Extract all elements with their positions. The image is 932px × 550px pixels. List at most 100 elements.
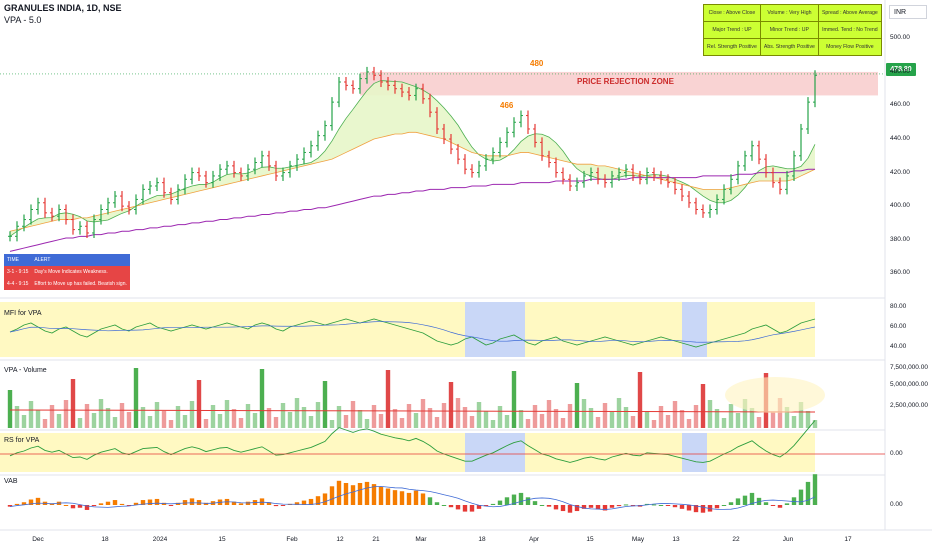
volume-bar	[28, 401, 34, 428]
vab-bar	[77, 505, 83, 508]
vab-bar	[777, 505, 783, 508]
volume-bar	[7, 390, 13, 428]
vab-bar	[112, 500, 118, 505]
vab-bar	[581, 505, 587, 509]
vab-bar	[280, 505, 286, 506]
vab-bar	[266, 502, 272, 505]
date-tick-label: 15	[586, 536, 594, 543]
vab-bar	[805, 481, 811, 505]
vab-bar	[84, 505, 90, 510]
volume-bar	[273, 417, 279, 428]
volume-bar	[343, 415, 349, 428]
volume-bar	[672, 401, 678, 428]
vab-bar	[63, 505, 69, 506]
vab-bar	[98, 503, 104, 505]
vab-bar	[728, 502, 734, 505]
volume-bar	[518, 410, 524, 428]
vab-bar	[651, 504, 657, 506]
vab-bar	[525, 497, 531, 505]
date-tick-label: 18	[478, 536, 486, 543]
currency-selector[interactable]: INR	[889, 5, 927, 19]
price-tick-label: 380.00	[890, 235, 910, 243]
volume-bar	[301, 407, 307, 428]
volume-bar	[504, 415, 510, 428]
volume-bar	[693, 405, 699, 428]
price-tick-label: 420.00	[890, 168, 910, 176]
vab-bar	[735, 498, 741, 505]
mfi-pane-label: MFI for VPA	[4, 310, 42, 317]
vab-bar	[406, 492, 412, 505]
volume-bar	[805, 411, 811, 428]
vab-bar	[315, 496, 321, 505]
volume-bar	[665, 415, 671, 428]
info-cell: Close : Above Close	[703, 4, 761, 22]
vab-bar	[336, 480, 342, 505]
vab-bar	[413, 490, 419, 505]
vab-bar	[168, 505, 174, 506]
vab-bar	[721, 505, 727, 506]
vab-bar	[560, 505, 566, 512]
volume-bar	[154, 402, 160, 428]
vab-bar	[378, 486, 384, 505]
vab-bar	[28, 499, 34, 505]
date-tick-label: 22	[732, 536, 740, 543]
volume-bar	[42, 419, 48, 428]
vab-bar	[476, 505, 482, 509]
volume-bar	[770, 412, 776, 428]
volume-bar	[140, 407, 146, 428]
info-cell: Immed. Tend : No Trend	[817, 21, 882, 39]
vab-bar	[455, 505, 461, 510]
vab-bar	[672, 505, 678, 508]
vab-bar	[350, 485, 356, 505]
volume-bar	[245, 404, 251, 428]
volume-bar	[539, 414, 545, 428]
volume-bar	[119, 403, 125, 428]
volume-bar	[406, 404, 412, 428]
vab-bar	[665, 505, 671, 506]
vab-bar	[469, 505, 475, 512]
volume-bar	[259, 369, 265, 428]
volume-highlight	[725, 377, 825, 413]
vab-bar	[259, 498, 265, 505]
vpa-info-table: Close : Above Close Volume : Very High S…	[703, 4, 882, 56]
volume-bar	[84, 404, 90, 428]
volume-bar	[133, 368, 139, 428]
date-tick-label: 21	[372, 536, 380, 543]
vab-bar	[770, 505, 776, 506]
date-tick-label: Dec	[32, 536, 44, 543]
vab-bar	[427, 497, 433, 505]
volume-bar	[735, 413, 741, 428]
mfi-background	[0, 302, 815, 357]
volume-bar	[112, 417, 118, 428]
volume-bar	[217, 414, 223, 428]
vab-bar	[7, 505, 13, 507]
vab-bar	[679, 505, 685, 509]
mfi-highlight	[682, 302, 707, 357]
date-tick-label: Feb	[286, 536, 298, 543]
mfi-tick-label: 40.00	[890, 343, 907, 350]
volume-bar	[462, 407, 468, 428]
volume-bar	[210, 405, 216, 428]
mfi-signal-line	[9, 321, 816, 343]
volume-bar	[98, 399, 104, 428]
volume-tick-label: 7,500,000.00	[890, 364, 928, 371]
info-cell: Volume : Very High	[759, 4, 819, 22]
volume-bar	[364, 419, 370, 428]
alert-table: TIME ALERT 3-1 - 9:15 Day's Move Indicat…	[4, 254, 130, 290]
volume-bar	[469, 416, 475, 428]
volume-bar	[749, 408, 755, 428]
volume-bar	[742, 399, 748, 428]
volume-bar	[644, 411, 650, 428]
info-cell: Major Trend : UP	[703, 21, 761, 39]
volume-bar	[161, 411, 167, 428]
vab-bar	[693, 505, 699, 513]
date-tick-label: 15	[218, 536, 226, 543]
rs-pane-label: RS for VPA	[4, 437, 40, 444]
volume-bar	[336, 406, 342, 428]
vab-bar	[133, 502, 139, 505]
info-cell: Spread : Above Average	[817, 4, 882, 22]
vab-bar	[483, 505, 489, 507]
rs-highlight	[682, 433, 707, 472]
price-tick-label: 400.00	[890, 202, 910, 210]
volume-bar	[525, 419, 531, 428]
